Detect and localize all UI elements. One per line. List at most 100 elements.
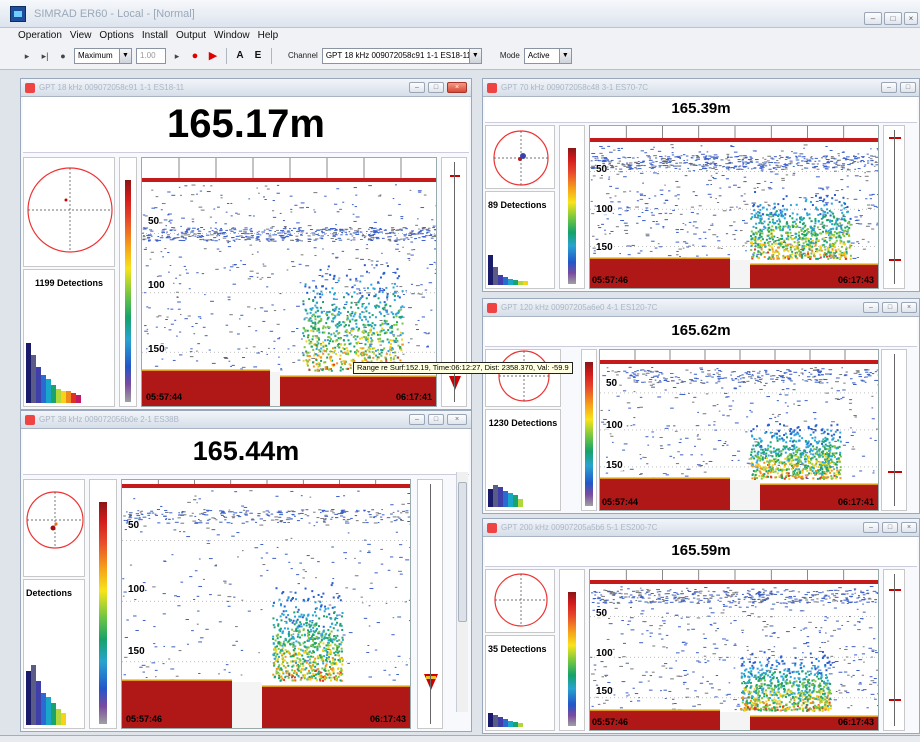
panel-icon: [487, 303, 497, 313]
panel-icon: [25, 415, 35, 425]
minimize-icon[interactable]: –: [881, 82, 897, 93]
color-scale-gradient: [125, 180, 131, 402]
ping-mode-select[interactable]: Maximum ▼: [74, 47, 132, 64]
menu-window[interactable]: Window: [214, 29, 250, 41]
scrollbar-thumb[interactable]: [458, 482, 467, 622]
start-time-label: 05:57:46: [126, 714, 163, 724]
depth-tick-150: 150: [606, 460, 623, 471]
chevron-down-icon: ▼: [558, 48, 571, 63]
channel-select[interactable]: GPT 18 kHz 009072058c91 1-1 ES18-11 ▼: [321, 47, 482, 64]
mode-select[interactable]: Active ▼: [523, 47, 572, 64]
minimize-icon[interactable]: –: [863, 302, 879, 313]
next-icon[interactable]: ▸: [174, 50, 180, 61]
menu-help[interactable]: Help: [257, 29, 279, 41]
bottom-marker: [449, 175, 461, 390]
record-icon[interactable]: ●: [191, 49, 199, 62]
depth-tick-50: 50: [128, 520, 140, 531]
detections-count: 89 Detections: [488, 200, 547, 210]
panel-title: GPT 38 kHz 009072056b0e 2-1 ES38B: [39, 415, 179, 424]
close-icon[interactable]: ×: [904, 12, 918, 25]
menu-options[interactable]: Options: [99, 29, 134, 41]
color-scale: [581, 349, 597, 511]
echogram-display[interactable]: 50 100 150 05:57:46 06:17:43: [589, 569, 879, 731]
echogram-window-120khz[interactable]: GPT 120 kHz 00907205a6e0 4-1 ES120-7C – …: [482, 298, 920, 514]
color-scale-gradient: [99, 502, 107, 724]
detections-histogram: 1230 Detections: [485, 409, 561, 511]
depth-readout: 165.44m: [23, 429, 469, 475]
maximize-icon[interactable]: □: [428, 82, 444, 93]
close-icon[interactable]: ×: [447, 82, 467, 93]
histogram-bar: [56, 709, 61, 725]
end-time-label: 06:17:43: [837, 275, 874, 285]
close-icon[interactable]: ×: [901, 302, 917, 313]
panel-title-bar: GPT 18 kHz 009072058c91 1-1 ES18-11 – □ …: [21, 79, 471, 97]
a-button[interactable]: A: [236, 50, 244, 61]
bottom-depth-strip: [883, 125, 905, 289]
start-time-label: 05:57:44: [146, 392, 183, 402]
depth-tick-100: 100: [128, 584, 145, 595]
maximize-icon[interactable]: □: [882, 302, 898, 313]
depth-tick-100: 100: [606, 420, 623, 431]
ping-dot-icon[interactable]: ●: [60, 50, 66, 61]
close-icon[interactable]: ×: [901, 522, 917, 533]
minimize-icon[interactable]: –: [863, 522, 879, 533]
bottom-marker: [888, 471, 902, 473]
e-button[interactable]: E: [254, 50, 262, 61]
color-scale-gradient: [585, 362, 593, 506]
maximize-icon[interactable]: □: [882, 522, 898, 533]
minimize-icon[interactable]: –: [409, 82, 425, 93]
echogram-window-200khz[interactable]: GPT 200 kHz 00907205a5b6 5-1 ES200-7C – …: [482, 518, 920, 734]
depth-tick-100: 100: [596, 204, 613, 215]
histogram-bar: [513, 280, 518, 285]
histogram-bar: [518, 281, 523, 285]
echogram-window-18khz[interactable]: GPT 18 kHz 009072058c91 1-1 ES18-11 – □ …: [20, 78, 472, 410]
end-time-label: 06:17:41: [395, 392, 432, 402]
echogram-display[interactable]: 50 100 150 05:57:44 06:17:41: [599, 349, 879, 511]
panel-title: GPT 70 kHz 009072058c48 3-1 ES70-7C: [501, 83, 649, 92]
maximize-icon[interactable]: □: [884, 12, 902, 25]
menu-view[interactable]: View: [69, 29, 92, 41]
panel-scrollbar[interactable]: [456, 472, 468, 712]
histogram-bars: [488, 485, 523, 507]
histogram-bar: [41, 375, 46, 403]
close-icon[interactable]: ×: [447, 414, 467, 425]
maximize-icon[interactable]: □: [428, 414, 444, 425]
panel-icon: [487, 523, 497, 533]
panel-title: GPT 120 kHz 00907205a6e0 4-1 ES120-7C: [501, 303, 658, 312]
menu-operation[interactable]: Operation: [18, 29, 62, 41]
record-start-icon[interactable]: ▶: [208, 49, 218, 62]
histogram-bar: [61, 391, 66, 403]
depth-tick-100: 100: [596, 648, 613, 659]
minimize-icon[interactable]: –: [864, 12, 882, 25]
toolbar-separator: [271, 47, 272, 64]
play-icon[interactable]: ▸: [24, 50, 30, 61]
menu-output[interactable]: Output: [176, 29, 207, 41]
start-time-label: 05:57:46: [592, 717, 629, 727]
depth-tick-50: 50: [596, 164, 608, 175]
window-title: SIMRAD ER60 - Local - [Normal]: [34, 7, 195, 20]
mode-label: Mode: [499, 51, 520, 60]
echogram-display[interactable]: 50 100 150 05:57:46 06:17:43: [589, 125, 879, 289]
depth-tick-50: 50: [606, 378, 618, 389]
echogram-window-38khz[interactable]: GPT 38 kHz 009072056b0e 2-1 ES38B – □ × …: [20, 410, 472, 732]
minimize-icon[interactable]: –: [409, 414, 425, 425]
maximize-icon[interactable]: □: [900, 82, 916, 93]
depth-tick-150: 150: [148, 344, 165, 355]
histogram-bar: [488, 255, 493, 285]
interval-spinner[interactable]: 1.00: [136, 47, 166, 64]
depth-readout: 165.59m: [485, 537, 917, 567]
step-icon[interactable]: ▸|: [41, 50, 49, 61]
histogram-bar: [493, 485, 498, 507]
histogram-bar: [513, 495, 518, 507]
histogram-bar: [498, 275, 503, 285]
histogram-bar: [508, 721, 513, 727]
echogram-display[interactable]: 50 100 150 05:57:46 06:17:43: [121, 479, 411, 729]
histogram-bar: [498, 487, 503, 507]
echogram-window-70khz[interactable]: GPT 70 kHz 009072058c48 3-1 ES70-7C – □ …: [482, 78, 920, 292]
menu-install[interactable]: Install: [141, 29, 169, 41]
panel-title: GPT 18 kHz 009072058c91 1-1 ES18-11: [39, 83, 185, 92]
depth-tick-100: 100: [148, 280, 165, 291]
histogram-bar: [31, 355, 36, 403]
histogram-bar: [518, 499, 523, 507]
echogram-image: [590, 126, 878, 288]
